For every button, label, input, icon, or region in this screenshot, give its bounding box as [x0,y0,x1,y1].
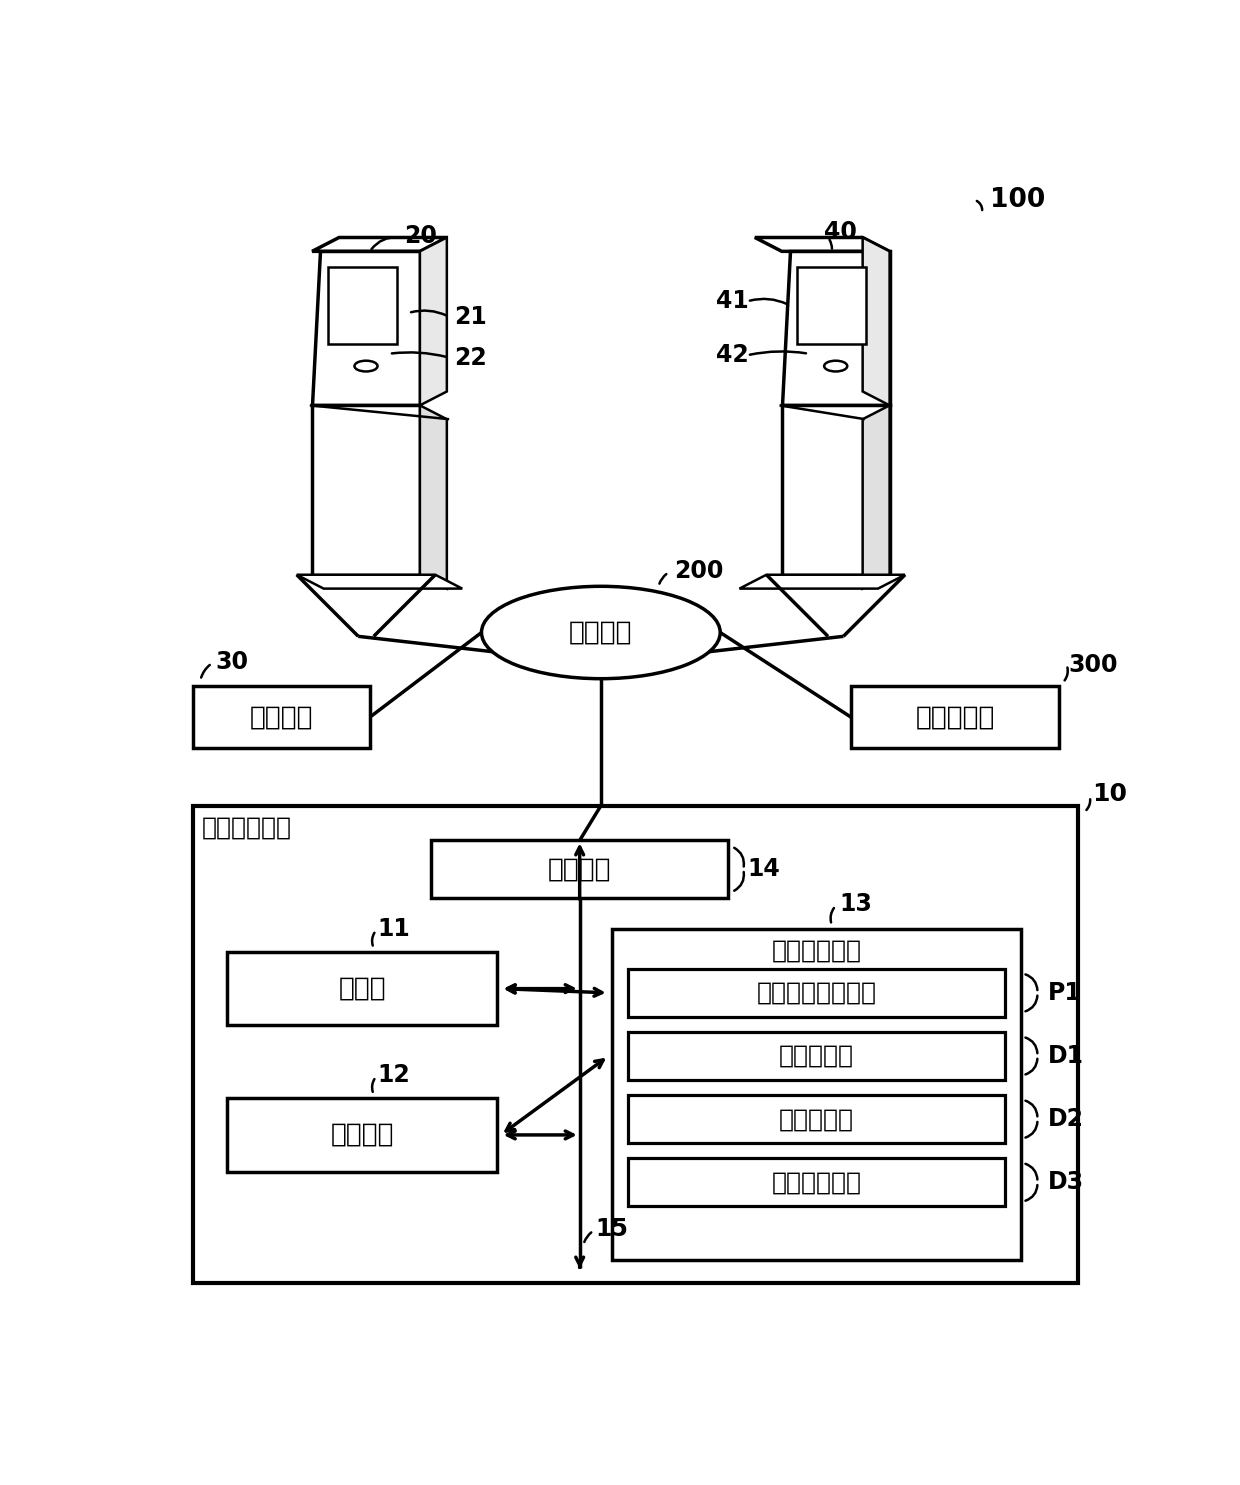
Bar [192,686,370,748]
Bar [312,405,420,575]
Text: 13: 13 [839,892,873,916]
Text: 21: 21 [455,304,487,328]
Bar [227,1099,497,1172]
Polygon shape [420,405,446,588]
Text: 200: 200 [675,558,723,584]
Text: 通信接口: 通信接口 [548,857,611,882]
Polygon shape [312,238,446,251]
Text: 20: 20 [404,224,438,248]
Polygon shape [312,251,420,405]
Polygon shape [863,238,889,405]
Bar [627,970,1006,1017]
Polygon shape [296,575,463,588]
Text: 购买商品表: 购买商品表 [779,1044,854,1068]
Text: 30: 30 [216,650,249,674]
Text: 300: 300 [1068,653,1117,677]
Text: 15: 15 [595,1218,627,1241]
Text: 100: 100 [990,187,1045,212]
Bar [781,405,889,575]
Text: 10: 10 [1092,783,1127,806]
Bar [627,1096,1006,1143]
Text: 丢失期间数据: 丢失期间数据 [771,1170,862,1194]
Bar [432,841,728,898]
Bar [613,930,1021,1261]
Text: D3: D3 [1048,1170,1084,1194]
Bar [192,806,1079,1283]
Text: 销售管理装置: 销售管理装置 [202,815,291,839]
Text: 11: 11 [377,916,410,941]
Ellipse shape [481,587,720,679]
Text: 销售管理应用程序: 销售管理应用程序 [756,982,877,1005]
Text: 结算服务器: 结算服务器 [915,704,994,731]
Bar [851,686,1059,748]
Text: 主存储器: 主存储器 [330,1123,394,1148]
Text: 通信网络: 通信网络 [569,619,632,646]
Ellipse shape [825,361,847,371]
Polygon shape [781,251,889,405]
Text: P1: P1 [1048,982,1081,1005]
Text: 传感器组: 传感器组 [249,704,312,731]
Text: D1: D1 [1048,1044,1084,1068]
Ellipse shape [355,361,377,371]
Bar [227,952,497,1025]
Text: 12: 12 [377,1063,410,1087]
Text: 处理器: 处理器 [339,976,386,1001]
Polygon shape [863,405,889,588]
Text: 42: 42 [717,343,749,367]
Polygon shape [755,238,889,251]
Text: D2: D2 [1048,1108,1084,1132]
Text: 40: 40 [825,220,857,244]
Text: 41: 41 [717,290,749,313]
Text: 未知商品表: 未知商品表 [779,1108,854,1132]
Text: 辅助存储装置: 辅助存储装置 [771,939,862,962]
Text: 22: 22 [455,346,487,370]
Bar [327,267,397,343]
Bar [627,1032,1006,1080]
Polygon shape [420,238,446,405]
Bar [797,267,867,343]
Bar [627,1158,1006,1206]
Polygon shape [739,575,905,588]
Text: 14: 14 [748,857,780,881]
